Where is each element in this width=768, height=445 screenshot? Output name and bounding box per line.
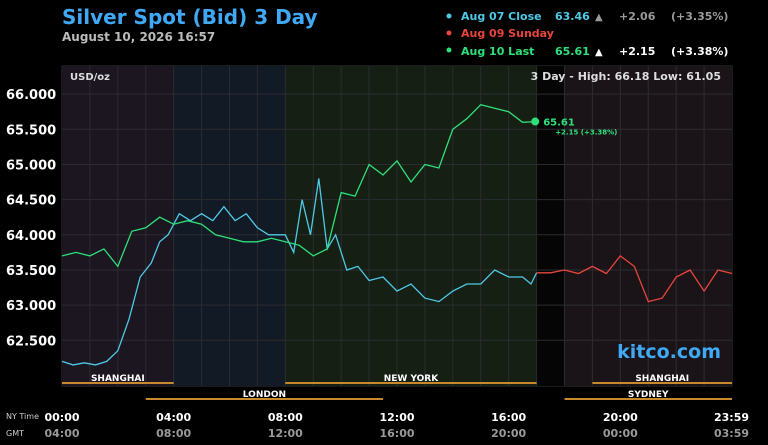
legend-arrow-close: ▲ (595, 12, 603, 23)
gmt-time-tick: 20:00 (491, 427, 526, 440)
ny-time-tick: 12:00 (379, 411, 414, 424)
unit-label: USD/oz (70, 72, 110, 83)
y-tick-label: 65.000 (6, 158, 56, 173)
time-axis: NY Time GMT 00:00 04:00 04:00 08:00 08:00 12:… (6, 411, 749, 440)
range-stats: 3 Day - High: 66.18 Low: 61.05 (531, 70, 721, 83)
y-tick-label: 64.500 (6, 194, 56, 209)
last-price-change: +2.15 (+3.38%) (555, 129, 617, 137)
legend-label-sunday: Aug 09 Sunday (461, 27, 554, 40)
ny-time-tick: 23:59 (714, 411, 749, 424)
session-label: NEW YORK (384, 374, 440, 384)
y-tick-label: 66.000 (6, 88, 56, 103)
gmt-time-tick: 08:00 (156, 427, 191, 440)
grid (62, 66, 732, 386)
ny-time-tick: 00:00 (44, 411, 79, 424)
watermark: kitco.com (617, 341, 721, 363)
last-price-label: 65.61 (543, 118, 575, 129)
session-label: SHANGHAI (91, 374, 145, 384)
y-tick-label: 62.500 (6, 334, 56, 349)
legend-change-last: +2.15 (619, 45, 655, 58)
gmt-time-tick: 12:00 (268, 427, 303, 440)
legend-row-close: Aug 07 Close 63.46 ▲ +2.06 (+3.35%) (446, 10, 728, 23)
ny-time-label: NY Time (6, 412, 39, 421)
last-price-marker: 65.61 +2.15 (+3.38%) (531, 117, 617, 137)
series-line-aug-10-last (61, 103, 536, 268)
y-tick-label: 64.000 (6, 229, 56, 244)
y-tick-label: 63.500 (6, 264, 56, 279)
legend-dot-sunday (446, 30, 452, 36)
ny-time-tick: 04:00 (156, 411, 191, 424)
gmt-time-tick: 16:00 (379, 427, 414, 440)
chart-datetime: August 10, 2026 16:57 (62, 30, 215, 44)
legend-label-last: Aug 10 Last (461, 45, 534, 58)
chart-title: Silver Spot (Bid) 3 Day (62, 5, 318, 29)
gmt-time-tick: 00:00 (603, 427, 638, 440)
ny-time-tick: 16:00 (491, 411, 526, 424)
ny-time-tick: 08:00 (268, 411, 303, 424)
legend-change-close: +2.06 (619, 10, 656, 23)
legend-dot-last (446, 47, 452, 53)
legend-value-close: 63.46 (555, 10, 590, 23)
series-line-aug-09-sunday (536, 254, 733, 303)
series-lines (61, 103, 733, 366)
session-label: SYDNEY (628, 390, 669, 400)
legend-row-sunday: Aug 09 Sunday (446, 27, 554, 40)
ny-time-tick: 20:00 (603, 411, 638, 424)
legend-value-last: 65.61 (555, 45, 590, 58)
legend-dot-close (446, 13, 452, 19)
gmt-label: GMT (6, 429, 24, 438)
overnight-gap (536, 66, 564, 386)
plot-area: USD/oz 3 Day - High: 66.18 Low: 61.05 ki… (61, 65, 733, 387)
market-sessions: SHANGHAI NEW YORK SHANGHAI LONDON SYDNEY (62, 374, 732, 400)
legend-row-last: Aug 10 Last 65.61 ▲ +2.15 (+3.38%) (446, 45, 728, 58)
newyork-shade (285, 66, 536, 386)
legend-arrow-last: ▲ (595, 47, 603, 58)
y-tick-label: 65.500 (6, 123, 56, 138)
gmt-time-tick: 04:00 (44, 427, 79, 440)
y-axis-ticks: 66.000 65.500 65.000 64.500 64.000 63.500 63.0… (6, 88, 56, 349)
legend-label-close: Aug 07 Close (461, 10, 542, 23)
session-label: SHANGHAI (635, 374, 689, 384)
legend: Aug 07 Close 63.46 ▲ +2.06 (+3.35%) Aug … (446, 10, 728, 58)
legend-pct-last: (+3.38%) (671, 45, 728, 58)
series-line-aug-07-close (61, 178, 538, 366)
x-axis-ticks: 00:00 04:00 04:00 08:00 08:00 12:00 12:00 16:00… (44, 411, 749, 440)
legend-pct-close: (+3.35%) (671, 10, 728, 23)
y-tick-label: 63.000 (6, 299, 56, 314)
session-label: LONDON (243, 390, 286, 400)
gmt-time-tick: 03:59 (714, 427, 749, 440)
last-price-dot (531, 117, 540, 126)
